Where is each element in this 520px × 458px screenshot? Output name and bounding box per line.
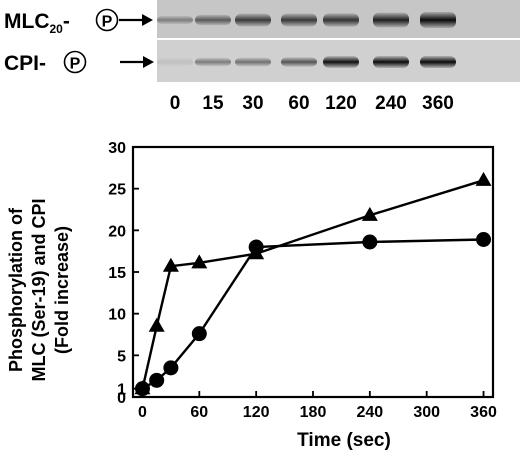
series-line-triangle [141, 179, 484, 389]
blot-band [323, 56, 359, 68]
x-tick-label: 0 [138, 404, 147, 421]
y-tick-label: 0 [117, 390, 126, 407]
data-point-circle [362, 234, 378, 250]
data-point-circle [476, 232, 492, 247]
data-point-triangle [475, 171, 492, 186]
cpi-phospho-symbol: P [70, 56, 81, 73]
blot-panel-mlc [157, 0, 520, 38]
data-point-triangle [361, 206, 378, 221]
x-tick-label: 180 [300, 404, 327, 421]
svg-text:MLC20-: MLC20- [4, 10, 70, 36]
y-tick-label: 10 [108, 307, 126, 324]
blot-band [373, 12, 409, 28]
blot-row-label-mlc: MLC20- P [4, 8, 153, 36]
series-markers [134, 171, 492, 397]
lane-label: 360 [422, 93, 454, 114]
blot-row-label-cpi: CPI- P [4, 50, 154, 75]
lane-label: 120 [325, 93, 357, 114]
mlc-label-dash: - [63, 10, 70, 33]
plot-frame [131, 145, 495, 399]
blot-band [281, 57, 317, 67]
y-tick-label: 1 [117, 382, 126, 399]
y-tick-label: 5 [117, 348, 126, 365]
chart-axes [131, 145, 495, 399]
data-point-circle [134, 381, 150, 397]
blot-bands-mlc [157, 12, 456, 28]
data-point-circle [149, 372, 165, 388]
phospho-circle-icon [95, 8, 119, 32]
lane-label: 15 [202, 93, 224, 114]
blot-band [235, 13, 271, 27]
lane-label: 0 [170, 93, 181, 114]
y-axis-label-line-1: Phosphorylation of [6, 207, 26, 372]
blot-band [323, 13, 359, 27]
data-point-circle [191, 326, 207, 342]
data-point-circle [163, 360, 179, 376]
lane-label: 240 [375, 93, 407, 114]
blot-panel-cpi [157, 40, 520, 82]
y-tick-label: 25 [108, 182, 126, 199]
data-point-triangle [162, 257, 179, 272]
mlc-label-text: MLC [4, 10, 50, 33]
cpi-label-text: CPI- [4, 52, 46, 75]
y-tick-label: 30 [108, 140, 126, 157]
blot-band [157, 57, 193, 67]
blot-band [235, 57, 271, 67]
lane-label: 30 [242, 93, 263, 114]
x-axis-label: Time (sec) [297, 430, 391, 451]
mlc-label-subscript: 20 [50, 22, 64, 36]
data-point-triangle [148, 317, 165, 332]
blot-band [195, 14, 231, 26]
x-tick-label: 360 [470, 404, 497, 421]
lane-label: 60 [288, 93, 309, 114]
blot-band [157, 15, 193, 25]
x-tick-label: 300 [413, 404, 440, 421]
y-tick-label: 15 [108, 265, 126, 282]
blot-band [420, 56, 456, 68]
blot-band [281, 13, 317, 27]
y-axis-label-line-3: (Fold increase) [52, 226, 72, 354]
mlc-phospho-symbol: P [102, 14, 113, 31]
arrow-right-icon [119, 14, 153, 26]
series-line-circle [141, 238, 484, 390]
x-tick-label: 240 [356, 404, 383, 421]
data-point-triangle [191, 254, 208, 269]
y-axis-label-line-2: MLC (Ser-19) and CPI [29, 198, 49, 381]
series-lines [141, 179, 484, 390]
blot-band [420, 12, 456, 28]
blot-bands-cpi [157, 56, 456, 68]
x-tick-label: 120 [243, 404, 270, 421]
lane-labels: 0 15 30 60 120 240 360 [170, 93, 454, 114]
y-tick-label: 20 [108, 223, 126, 240]
phospho-circle-icon [63, 50, 87, 74]
blot-band [373, 56, 409, 68]
y-axis-label: Phosphorylation of MLC (Ser-19) and CPI … [6, 198, 72, 381]
data-point-circle [248, 239, 264, 255]
arrow-right-icon [120, 56, 154, 68]
blot-band [195, 57, 231, 67]
x-tick-label: 60 [190, 404, 208, 421]
